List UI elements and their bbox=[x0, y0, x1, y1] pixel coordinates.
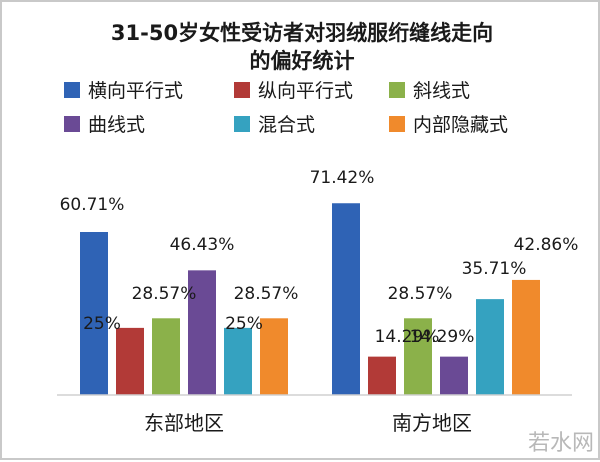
data-label-2-1: 71.42% bbox=[310, 168, 375, 188]
data-labels-group: 60.71% 25% 28.57% 46.43% 25% 28.57% 71.42% 14.2… bbox=[60, 168, 579, 347]
data-label-1-6: 28.57% bbox=[234, 284, 299, 304]
data-label-1-2: 25% bbox=[83, 314, 121, 334]
legend-label-2: 纵向平行式 bbox=[258, 80, 353, 102]
data-label-1-5: 25% bbox=[225, 314, 263, 334]
data-label-1-1: 60.71% bbox=[60, 195, 125, 215]
legend-label-6: 内部隐藏式 bbox=[413, 114, 508, 136]
data-label-2-6: 42.86% bbox=[514, 235, 579, 255]
data-label-1-3: 28.57% bbox=[132, 284, 197, 304]
data-label-2-4: 14.29% bbox=[410, 327, 475, 347]
data-label-2-5: 35.71% bbox=[462, 259, 527, 279]
data-label-2-3: 28.57% bbox=[388, 284, 453, 304]
category-label-2: 南方地区 bbox=[392, 411, 472, 435]
legend-label-1: 横向平行式 bbox=[88, 80, 183, 102]
legend-swatch-2 bbox=[234, 82, 250, 98]
legend-swatch-6 bbox=[389, 116, 405, 132]
legend-label-3: 斜线式 bbox=[413, 80, 470, 102]
category-label-1: 东部地区 bbox=[144, 411, 224, 435]
category-labels: 东部地区 南方地区 bbox=[144, 411, 472, 435]
bar-1-5 bbox=[224, 327, 252, 395]
data-label-1-4: 46.43% bbox=[170, 235, 235, 255]
legend-label-4: 曲线式 bbox=[88, 114, 145, 136]
legend-swatch-1 bbox=[64, 82, 80, 98]
legend-swatch-3 bbox=[389, 82, 405, 98]
data-label-2-2: 14.29% bbox=[375, 327, 440, 347]
bar-2-2 bbox=[368, 356, 396, 395]
bar-2-4 bbox=[440, 356, 468, 395]
legend-label-5: 混合式 bbox=[258, 114, 315, 136]
legend-swatch-4 bbox=[64, 116, 80, 132]
bar-1-6 bbox=[260, 318, 288, 395]
bars-group bbox=[80, 203, 540, 395]
bar-1-4 bbox=[188, 270, 216, 395]
bar-2-5 bbox=[476, 299, 504, 395]
chart-title-line-1: 31-50岁女性受访者对羽绒服绗缝线走向 bbox=[111, 21, 493, 45]
bar-2-1 bbox=[332, 203, 360, 395]
bar-1-3 bbox=[152, 318, 180, 395]
watermark: 若水网 bbox=[528, 431, 594, 456]
bar-2-6 bbox=[512, 279, 540, 395]
bar-1-2 bbox=[116, 327, 144, 395]
legend-swatch-5 bbox=[234, 116, 250, 132]
chart-title-line-2: 的偏好统计 bbox=[250, 49, 355, 73]
bar-1-1 bbox=[80, 232, 108, 395]
bar-2-3 bbox=[404, 318, 432, 395]
